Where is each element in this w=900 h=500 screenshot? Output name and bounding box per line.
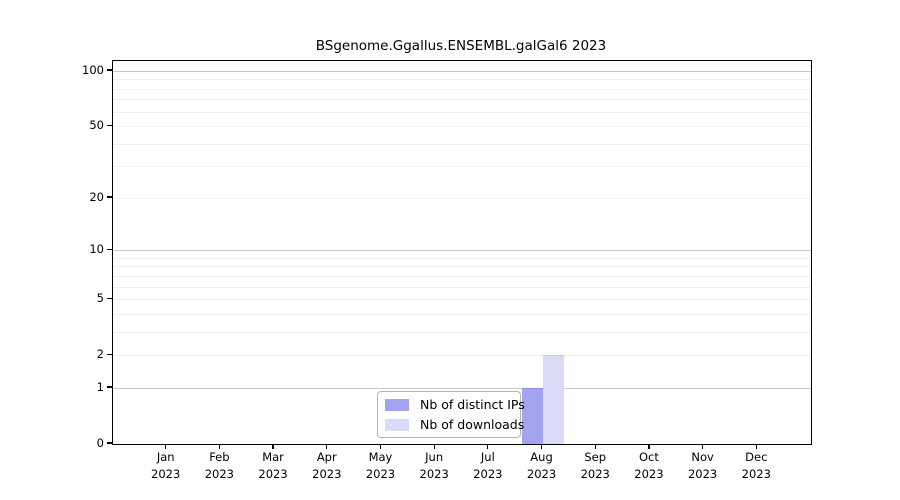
- gridline-major: [113, 250, 811, 252]
- x-tick-label-line: 2023: [365, 466, 396, 481]
- gridline-minor: [113, 313, 811, 315]
- x-tick-label-line: Jan: [156, 450, 175, 464]
- gridline-minor: [113, 143, 811, 145]
- y-tick-label: 5: [96, 291, 104, 306]
- gridline-major: [113, 71, 811, 72]
- x-tick-label-line: 2023: [580, 466, 610, 481]
- y-tick-label: 0: [96, 436, 104, 450]
- x-tick-label: Jul 2023: [458, 449, 518, 482]
- x-tick-label-line: Apr: [316, 450, 337, 464]
- legend: Nb of distinct IPs Nb of downloads: [377, 391, 525, 438]
- x-tick-label: Nov 2023: [673, 449, 733, 482]
- gridline-minor: [113, 275, 811, 277]
- y-tick-label: 20: [89, 189, 104, 204]
- x-tick-mark: [218, 444, 220, 449]
- gridline-minor: [113, 331, 811, 333]
- gridline-minor: [113, 286, 811, 288]
- y-tick-label: 50: [89, 118, 104, 133]
- x-tick-label-line: Nov: [691, 450, 714, 464]
- plot-area: [112, 60, 812, 445]
- x-tick-label-line: May: [368, 450, 393, 464]
- x-tick-label: May 2023: [350, 449, 410, 482]
- x-tick-mark: [487, 444, 489, 449]
- x-tick-label: Oct 2023: [619, 449, 679, 482]
- gridline-minor: [113, 111, 811, 113]
- x-tick-label-line: 2023: [741, 466, 771, 481]
- y-tick-label: 100: [82, 63, 104, 77]
- x-tick-label-line: 2023: [419, 466, 449, 481]
- x-tick-label-line: Oct: [638, 450, 659, 464]
- gridline-minor: [113, 99, 811, 101]
- legend-label-nb-of-distinct-ips: Nb of distinct IPs: [420, 397, 525, 412]
- legend-item-nb-of-distinct-ips: Nb of distinct IPs: [385, 396, 525, 413]
- x-tick-label-line: Sep: [584, 450, 607, 464]
- gridline-major: [113, 387, 811, 389]
- x-tick-label-line: 2023: [687, 466, 718, 481]
- x-tick-mark: [272, 444, 274, 449]
- x-tick-mark: [379, 444, 382, 449]
- gridline-minor: [113, 299, 811, 301]
- x-tick-label-line: 2023: [204, 466, 235, 481]
- x-tick-label-line: 2023: [473, 466, 503, 481]
- x-tick-label: Apr 2023: [297, 449, 357, 482]
- x-tick-label-line: 2023: [258, 466, 288, 481]
- x-tick-mark: [594, 444, 596, 449]
- y-tick-label: 1: [96, 379, 104, 394]
- y-tick-mark: [107, 124, 112, 126]
- x-tick-mark: [702, 444, 704, 449]
- y-tick-mark: [107, 69, 112, 71]
- x-tick-label-line: Aug: [530, 450, 553, 464]
- legend-swatch-nb-of-distinct-ips: [385, 398, 409, 411]
- x-tick-mark: [540, 444, 543, 449]
- y-tick-mark: [107, 353, 112, 355]
- x-tick-label: Mar 2023: [243, 449, 303, 482]
- y-tick-mark: [107, 442, 112, 444]
- x-tick-label-line: 2023: [634, 466, 664, 481]
- y-tick-mark: [107, 196, 112, 198]
- x-tick-mark: [433, 444, 435, 449]
- x-tick-label: Jun 2023: [404, 449, 464, 482]
- x-tick-label-line: Jun: [425, 450, 444, 464]
- legend-label-nb-of-downloads: Nb of downloads: [420, 417, 525, 432]
- x-tick-mark: [326, 444, 328, 449]
- gridline-minor: [113, 88, 811, 90]
- y-tick-label: 10: [89, 242, 104, 257]
- x-tick-mark: [755, 444, 757, 449]
- x-tick-label-line: Jul: [480, 450, 495, 464]
- y-tick-mark: [107, 386, 112, 388]
- legend-item-nb-of-downloads: Nb of downloads: [385, 416, 524, 433]
- gridline-minor: [113, 257, 811, 259]
- x-tick-label: Sep 2023: [565, 449, 625, 482]
- gridline-minor: [113, 79, 811, 81]
- x-tick-label: Jan 2023: [136, 449, 196, 482]
- chart-title: BSgenome.Ggallus.ENSEMBL.galGal6 2023: [315, 38, 607, 54]
- x-tick-label-line: 2023: [312, 466, 342, 481]
- x-tick-label: Aug 2023: [512, 449, 572, 482]
- gridline-minor: [113, 355, 811, 357]
- x-tick-label-line: Feb: [209, 450, 230, 464]
- y-tick-mark: [107, 248, 112, 250]
- x-tick-mark: [165, 444, 167, 449]
- x-tick-label-line: Mar: [262, 450, 284, 464]
- x-tick-mark: [648, 444, 650, 449]
- y-tick-mark: [107, 297, 112, 299]
- y-tick-label: 2: [96, 347, 104, 362]
- gridline-minor: [113, 197, 811, 199]
- bar-nb-of-distinct-ips-aug-2023: [521, 387, 543, 444]
- x-tick-label-line: Dec: [745, 450, 768, 464]
- gridline-minor: [113, 126, 811, 128]
- x-tick-label: Feb 2023: [189, 449, 249, 482]
- legend-swatch-nb-of-downloads: [385, 418, 409, 431]
- bar-nb-of-downloads-aug-2023: [542, 355, 564, 444]
- x-tick-label-line: 2023: [151, 466, 181, 481]
- x-tick-label: Dec 2023: [726, 449, 786, 482]
- gridline-minor: [113, 166, 811, 168]
- x-tick-label-line: 2023: [526, 466, 557, 481]
- gridline-minor: [113, 266, 811, 268]
